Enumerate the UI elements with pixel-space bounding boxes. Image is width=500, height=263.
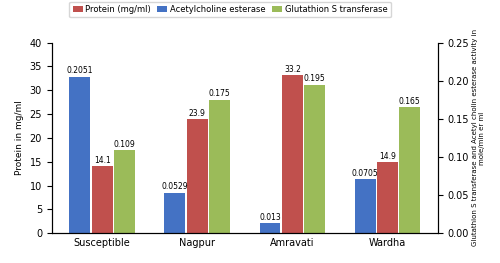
Bar — [260, 223, 280, 233]
Bar — [282, 75, 303, 233]
Text: 14.1: 14.1 — [94, 156, 110, 165]
Y-axis label: Protein in mg/ml: Protein in mg/ml — [15, 100, 24, 175]
Text: 33.2: 33.2 — [284, 65, 301, 74]
Bar — [114, 150, 135, 233]
Text: 14.9: 14.9 — [379, 152, 396, 161]
Text: 0.0705: 0.0705 — [352, 169, 378, 178]
Legend: Protein (mg/ml), Acetylcholine esterase, Glutathion S transferase: Protein (mg/ml), Acetylcholine esterase,… — [69, 2, 391, 17]
Text: 0.2051: 0.2051 — [66, 67, 93, 75]
Text: 23.9: 23.9 — [189, 109, 206, 118]
Bar — [209, 100, 230, 233]
Bar — [187, 119, 208, 233]
Bar — [354, 179, 376, 233]
Text: 0.0529: 0.0529 — [162, 183, 188, 191]
Text: 0.109: 0.109 — [114, 140, 136, 149]
Bar — [377, 162, 398, 233]
Bar — [304, 85, 325, 233]
Text: 0.195: 0.195 — [304, 74, 326, 83]
Bar — [400, 107, 420, 233]
Bar — [164, 193, 186, 233]
Text: 0.165: 0.165 — [399, 97, 420, 106]
Text: 0.013: 0.013 — [259, 213, 281, 222]
Text: 0.175: 0.175 — [208, 89, 231, 98]
Bar — [92, 166, 112, 233]
Y-axis label: Glutathion S transferase and Acetyl cholin esterase activity in
mole/min er ml: Glutathion S transferase and Acetyl chol… — [472, 29, 485, 246]
Bar — [70, 77, 90, 233]
